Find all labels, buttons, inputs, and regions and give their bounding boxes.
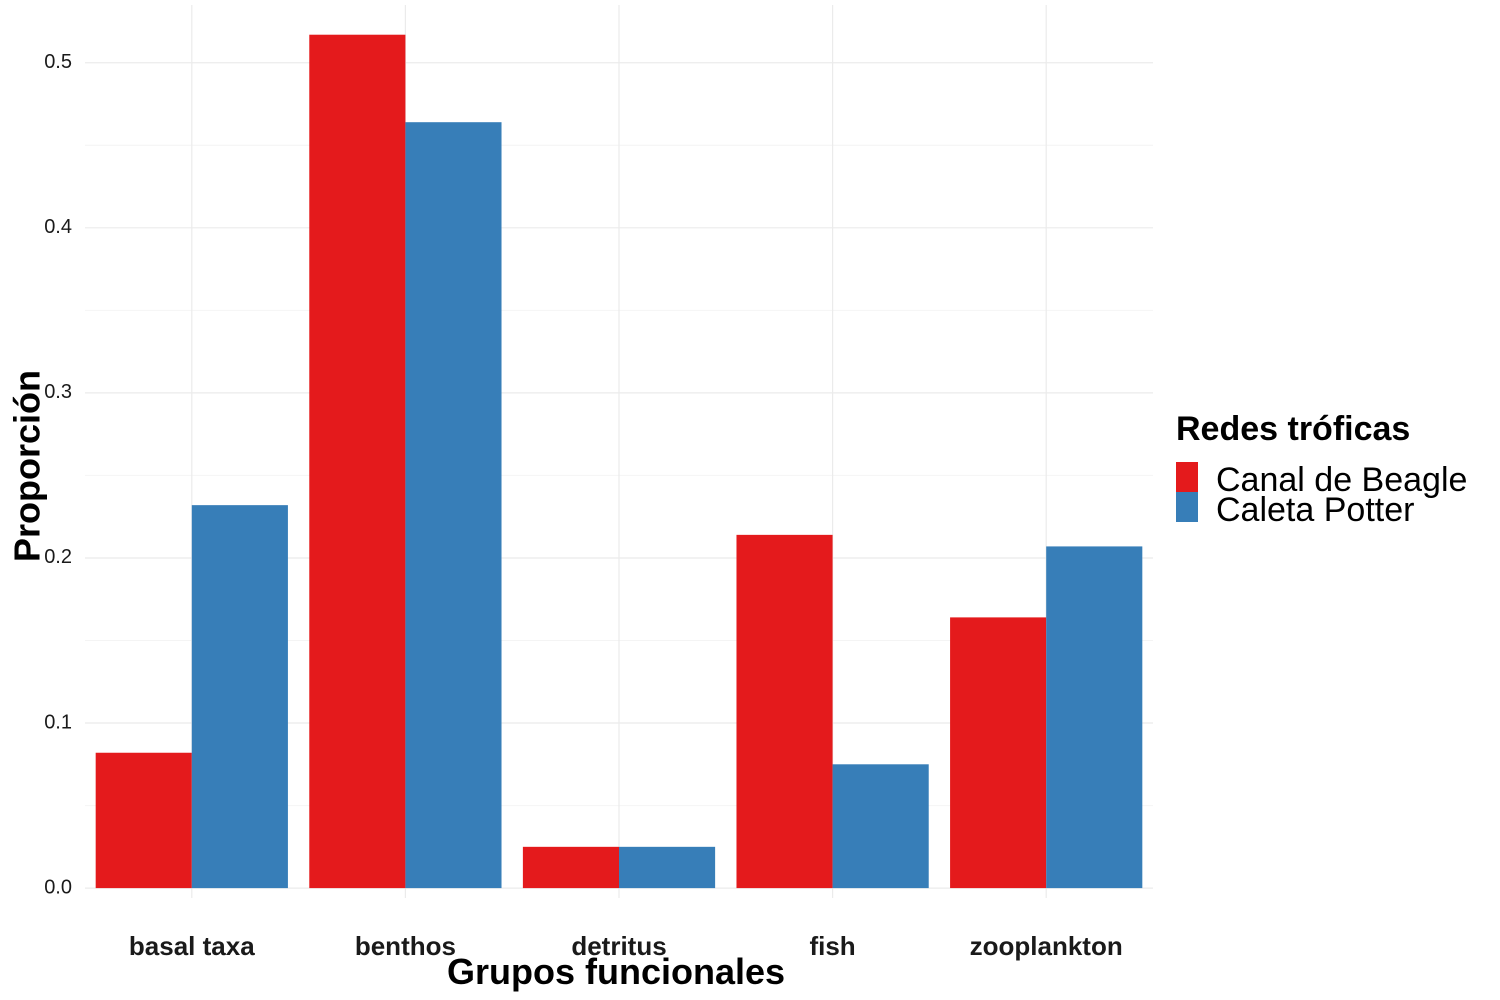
bar-benthos-caleta-potter xyxy=(405,122,502,889)
y-axis-title: Proporción xyxy=(7,370,48,562)
x-tick-label: fish xyxy=(809,931,855,961)
bar-fish-caleta-potter xyxy=(832,764,929,889)
y-tick-label: 0.0 xyxy=(44,876,72,898)
legend-swatch-caleta-potter xyxy=(1176,492,1198,522)
x-tick-label: detritus xyxy=(571,931,666,961)
x-tick-label: benthos xyxy=(355,931,456,961)
bar-detritus-canal-de-beagle xyxy=(522,846,619,889)
bar-basal-taxa-canal-de-beagle xyxy=(95,752,192,889)
legend-label-caleta-potter: Caleta Potter xyxy=(1216,491,1414,529)
x-tick-label: zooplankton xyxy=(970,931,1123,961)
bar-basal-taxa-caleta-potter xyxy=(191,505,288,889)
x-tick-label: basal taxa xyxy=(129,931,255,961)
y-tick-label: 0.4 xyxy=(44,216,72,238)
bar-fish-canal-de-beagle xyxy=(736,534,833,889)
legend-label-canal-de-beagle: Canal de Beagle xyxy=(1216,461,1467,499)
y-tick-label: 0.1 xyxy=(44,711,72,733)
bars xyxy=(95,34,1143,889)
legend-swatch-canal-de-beagle xyxy=(1176,462,1198,492)
legend: Redes tróficas Canal de Beagle Caleta Po… xyxy=(1176,410,1467,529)
bar-zooplankton-canal-de-beagle xyxy=(950,617,1047,889)
bar-zooplankton-caleta-potter xyxy=(1046,546,1143,889)
legend-title: Redes tróficas xyxy=(1176,410,1410,448)
y-tick-label: 0.5 xyxy=(44,51,72,73)
y-axis-ticks: 0.0 0.1 0.2 0.3 0.4 0.5 xyxy=(44,51,72,898)
bar-detritus-caleta-potter xyxy=(619,846,716,889)
bar-benthos-canal-de-beagle xyxy=(309,34,406,889)
y-tick-label: 0.3 xyxy=(44,381,72,403)
y-tick-label: 0.2 xyxy=(44,546,72,568)
x-axis-title: Grupos funcionales xyxy=(447,951,785,992)
x-axis-ticks: basal taxa benthos detritus fish zooplankton xyxy=(129,931,1123,961)
